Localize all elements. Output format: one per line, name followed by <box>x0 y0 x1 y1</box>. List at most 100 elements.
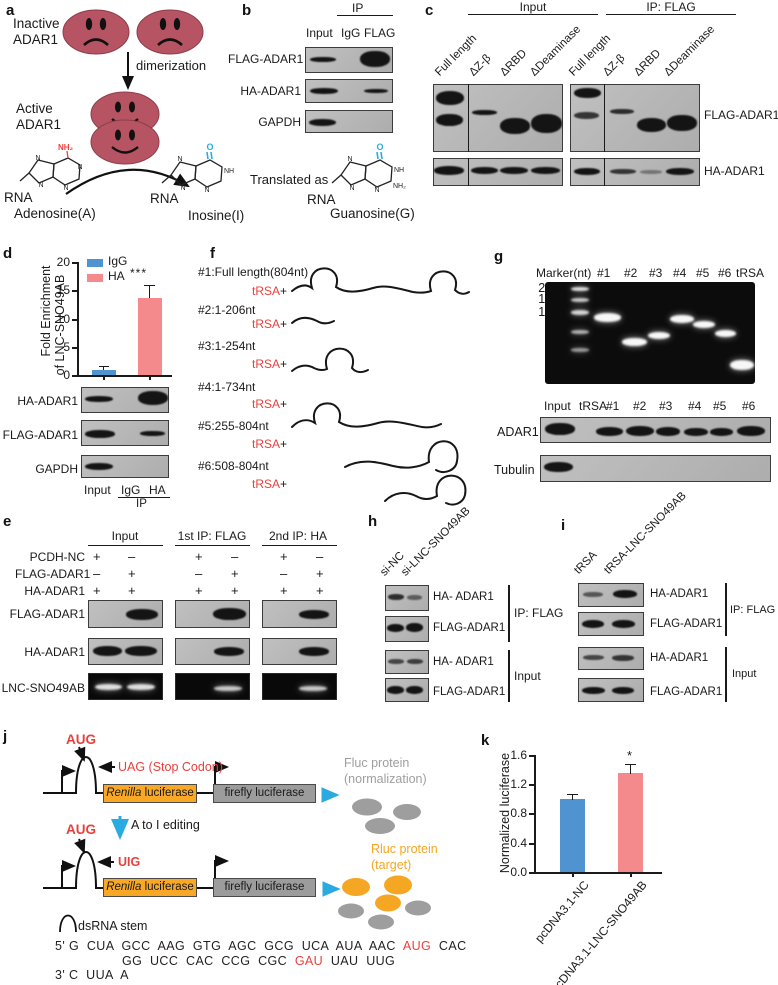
d-ytick <box>72 347 78 349</box>
blot-band <box>656 427 680 436</box>
blot-row-label: FLAG-ADAR1 <box>433 686 506 698</box>
d-ytick-label: 5 <box>63 340 70 354</box>
a-to-i-editing-label: A to I editing <box>131 818 200 832</box>
atom-n: N <box>204 187 209 194</box>
blot-band <box>613 590 637 598</box>
blot-lane-label: #6 <box>742 399 756 413</box>
fluc-protein-label: Fluc protein <box>344 756 410 770</box>
plus: + <box>280 317 288 331</box>
plus-minus: + <box>195 583 203 598</box>
atom-n: N <box>180 185 185 192</box>
firefly-luciferase-box: firefly luciferase <box>213 784 316 803</box>
gel-marker-band <box>571 298 589 302</box>
d-legend-label: IgG <box>108 254 128 268</box>
panel-h-label: h <box>368 513 378 530</box>
k-ytick <box>529 755 535 757</box>
gel-band <box>299 686 327 691</box>
renilla-italic: Renilla <box>106 881 142 893</box>
squiggle-3 <box>291 347 369 374</box>
translated-as-text: Translated as <box>250 172 329 187</box>
lane-label: ΔZ-β <box>601 52 628 79</box>
blot-band <box>388 594 404 600</box>
bracket-label: Input <box>732 668 757 680</box>
blot-row-label: HA-ADAR1 <box>704 164 765 178</box>
blot-band <box>407 595 422 600</box>
plus: + <box>280 397 288 411</box>
blot-row-label: FLAG-ADAR1 <box>2 428 78 442</box>
ip-header: IP <box>352 1 364 15</box>
lane-label: ΔRBD <box>498 47 530 79</box>
gel-band <box>95 684 122 690</box>
blot-band <box>387 686 404 694</box>
seq2-pre: GG UCC CAC CCG CGC <box>122 954 295 968</box>
construct-tag: tRSA+ <box>252 437 287 451</box>
blot-lane-label: #3 <box>659 399 673 413</box>
blot-band <box>637 118 666 132</box>
seq2-gau: GAU <box>294 954 324 968</box>
d-ytick <box>72 290 78 292</box>
blot-divider <box>468 84 470 152</box>
k-errorbar-cap <box>625 764 636 766</box>
reporter-diagram-graphics <box>43 746 431 933</box>
gel-lane-label: #6 <box>718 266 732 280</box>
gel-lane-label: #3 <box>649 266 663 280</box>
inactive-adar1-face-icon <box>136 9 204 55</box>
panel-e-label: e <box>3 513 12 530</box>
gel-lane-label: #5 <box>696 266 710 280</box>
lane-label: si-LNC-SNO49AB <box>399 505 473 579</box>
blot-band <box>93 646 122 656</box>
renilla-luciferase-box: Renilla luciferase <box>103 784 197 803</box>
k-ytick <box>529 843 535 845</box>
k-bar-sno49ab <box>618 773 643 872</box>
squiggle-2 <box>291 316 335 325</box>
renilla-luciferase-box: Renilla luciferase <box>103 878 197 897</box>
panel-a-label: a <box>6 2 15 19</box>
k-bar-nc <box>560 799 585 872</box>
blot-band <box>612 687 634 694</box>
sequence-line-2: GG UCC CAC CCG CGC GAU UAU UUG <box>122 954 395 968</box>
construct1-aug-arrow <box>74 746 86 762</box>
group-underline <box>175 545 250 547</box>
trsa-tag: tRSA <box>252 477 281 491</box>
panel-j-label: j <box>3 728 8 745</box>
guanosine-caption: Guanosine(G) <box>330 206 415 221</box>
blot-row-label: FLAG-ADAR1 <box>228 52 304 66</box>
blot-row-label: FLAG-ADAR1 <box>650 618 723 630</box>
gel-marker-band <box>571 348 589 352</box>
seq3: 3' C UUA A <box>55 968 129 982</box>
lane-label: Input <box>84 483 111 497</box>
construct-label: #6:508-804nt <box>198 459 269 473</box>
blot-band <box>125 646 157 656</box>
plus-minus: – <box>195 566 203 581</box>
adenosine-nh2-label: NH₂ <box>58 143 74 152</box>
plus-minus: – <box>280 566 288 581</box>
atom-n: N <box>349 185 354 192</box>
blot-band <box>436 114 463 126</box>
condition-row-label: PCDH-NC <box>29 550 85 564</box>
plus-minus: – <box>93 566 101 581</box>
fluc-protein-ovals <box>352 798 421 834</box>
renilla-italic: Renilla <box>106 787 142 799</box>
blot-band <box>531 114 562 133</box>
k-ytick-label: 1.6 <box>510 748 527 762</box>
plus: + <box>280 477 288 491</box>
condition-row-label: HA-ADAR1 <box>24 584 85 598</box>
blot-band <box>583 655 604 660</box>
gel-lane-label: #1 <box>597 266 611 280</box>
plus-minus: + <box>231 583 239 598</box>
rna-label: RNA <box>307 192 336 207</box>
rluc-protein-label: Rluc protein <box>371 842 438 856</box>
blot-band <box>500 167 528 174</box>
blot-lane-label: Input <box>544 399 571 413</box>
atom-n: N <box>35 155 40 162</box>
panel-d-label: d <box>3 245 13 262</box>
blot-band <box>406 686 423 694</box>
guanosine-nh-label: NH <box>394 167 404 174</box>
rluc-target-label: (target) <box>371 858 412 872</box>
d-errorbar <box>103 366 105 370</box>
plus-minus: – <box>316 549 324 564</box>
k-xtick <box>630 872 632 877</box>
blot-band <box>667 115 697 131</box>
k-ytick-label: 0.0 <box>510 865 527 879</box>
firefly-text: firefly luciferase <box>224 881 305 893</box>
